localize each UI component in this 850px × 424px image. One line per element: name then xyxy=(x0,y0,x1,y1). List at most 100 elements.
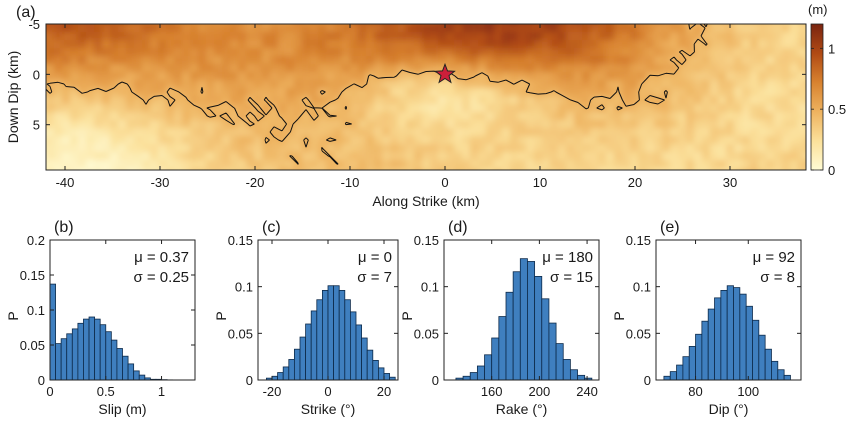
dip-histogram-bar xyxy=(682,356,690,381)
slip-histogram-bar xyxy=(122,355,129,381)
dip-y-tick-label: 0.15 xyxy=(626,233,651,248)
slip-histogram-bar xyxy=(60,338,68,381)
dip-histogram-bar xyxy=(771,360,779,381)
slip-y-tick-label: 0.15 xyxy=(20,268,45,283)
dip-histogram-bar xyxy=(764,348,772,381)
slip-y-tick-label: 0.1 xyxy=(27,303,45,318)
slip-map-x-tick-label: 0 xyxy=(441,175,448,190)
slip-histogram-bar xyxy=(88,316,96,381)
strike-histogram-bar xyxy=(333,285,340,381)
dip-mean-label: μ = 92 xyxy=(753,249,795,266)
slip-map-x-tick-label: -40 xyxy=(56,175,75,190)
dip-histogram-panel: 80 100 0 0.05 0.1 0.15 (e) μ = 92 σ = 8 Dip (°) P xyxy=(611,219,802,417)
strike-histogram-bar xyxy=(321,289,329,381)
slip-map-x-ticks: -40 -30 -20 -10 0 10 20 30 xyxy=(56,24,737,190)
rake-histogram-bar xyxy=(555,343,564,381)
panel-e-label: (e) xyxy=(660,219,680,236)
hypocenter-star-icon xyxy=(434,62,456,84)
rake-histogram-bar xyxy=(476,365,485,381)
dip-x-axis-label: Dip (°) xyxy=(709,401,749,417)
strike-histogram-panel: -20 0 20 0 0.05 0.1 0.15 (c) μ = 0 σ = 7 Strike (°… xyxy=(213,219,399,417)
strike-histogram-bar xyxy=(271,375,278,381)
rake-histogram-bar xyxy=(491,337,500,381)
dip-histogram-bar xyxy=(739,293,747,381)
slip-histogram-bar xyxy=(94,318,101,381)
panel-b-label: (b) xyxy=(54,219,74,236)
slip-histogram-bar xyxy=(99,324,107,381)
slip-x-tick-label: 1 xyxy=(158,384,165,399)
slip-x-axis-label: Slip (m) xyxy=(98,401,146,417)
strike-histogram-bar xyxy=(377,367,385,381)
dip-histogram-bar xyxy=(688,345,696,381)
dip-histogram-bar xyxy=(777,369,785,381)
strike-mean-label: μ = 0 xyxy=(358,249,392,266)
dip-y-tick-label: 0.05 xyxy=(626,326,651,341)
strike-histogram-bar xyxy=(310,310,318,381)
rake-histogram-bar xyxy=(548,322,557,381)
strike-y-tick-label: 0 xyxy=(246,373,253,388)
rake-histogram-frame xyxy=(443,239,600,381)
slip-heatmap xyxy=(46,24,806,170)
dip-histogram-bar xyxy=(752,319,760,381)
rake-histogram-bar xyxy=(505,291,514,381)
strike-x-axis-label: Strike (°) xyxy=(301,401,356,417)
strike-histogram-bars xyxy=(265,285,396,381)
strike-y-tick-label: 0.15 xyxy=(228,233,253,248)
strike-y-tick-label: 0.1 xyxy=(235,280,253,295)
strike-histogram-bar xyxy=(361,337,368,381)
slip-histogram-bar xyxy=(66,333,73,381)
dip-histogram-bar xyxy=(726,285,734,381)
slip-map-x-axis-label: Along Strike (km) xyxy=(372,193,479,209)
panel-c-label: (c) xyxy=(262,219,281,236)
slip-map-panel: -40 -30 -20 -10 0 10 20 30 -5 0 5 (a) Along Strik… xyxy=(5,4,807,209)
colorbar-unit: (m) xyxy=(808,2,828,17)
rake-histogram-bar xyxy=(498,316,507,381)
strike-y-tick-label: 0.05 xyxy=(228,326,253,341)
slip-map-x-tick-label: -20 xyxy=(246,175,265,190)
slip-map-y-ticks: -5 0 5 xyxy=(28,17,806,133)
colorbar-tick-label: 0.5 xyxy=(828,102,846,117)
slip-map-y-axis-label: Down Dip (km) xyxy=(5,51,21,144)
rake-x-tick-label: 240 xyxy=(576,384,598,399)
slip-map-y-tick-label: 5 xyxy=(33,118,40,133)
dip-histogram-bar xyxy=(720,289,728,381)
dip-histogram-bar xyxy=(745,305,753,381)
slip-y-axis-label: P xyxy=(5,311,21,320)
slip-map-x-tick-label: -30 xyxy=(151,175,170,190)
slip-histogram-bar xyxy=(116,348,123,381)
rake-histogram-bar xyxy=(484,354,493,381)
rake-y-tick-label: 0.05 xyxy=(414,326,439,341)
rake-histogram-bar xyxy=(577,374,586,381)
dip-histogram-bar xyxy=(783,374,791,381)
strike-histogram-bar xyxy=(305,323,312,381)
slip-map-x-tick-label: 10 xyxy=(533,175,547,190)
strike-histogram-bar xyxy=(355,324,362,381)
rake-y-tick-label: 0 xyxy=(432,373,439,388)
colorbar: (m) 00.51 xyxy=(808,2,846,178)
slip-histogram-bar xyxy=(49,283,56,381)
strike-histogram-bar xyxy=(282,366,290,381)
slip-histogram-bar xyxy=(127,363,135,381)
rake-x-axis-label: Rake (°) xyxy=(496,401,548,417)
strike-histogram-bar xyxy=(372,359,379,381)
rake-x-tick-label: 200 xyxy=(529,384,551,399)
dip-sigma-label: σ = 8 xyxy=(760,269,795,286)
rake-x-tick-label: 160 xyxy=(481,384,503,399)
rake-histogram-panel: 160 200 240 0 0.05 0.1 0.15 (d) μ = 180 σ = 15 Rak… xyxy=(399,219,600,417)
rake-y-axis-label: P xyxy=(399,311,415,320)
rake-histogram-bar xyxy=(569,369,578,381)
rake-histogram-bar xyxy=(534,275,543,381)
strike-histogram-bar xyxy=(288,359,295,381)
slip-sigma-label: σ = 0.25 xyxy=(133,269,189,286)
slip-x-tick-label: 0 xyxy=(46,384,53,399)
dip-histogram-bar xyxy=(758,334,766,381)
strike-histogram-bar xyxy=(338,289,346,381)
rake-histogram-bar xyxy=(527,261,536,381)
slip-map-x-tick-label: 30 xyxy=(723,175,737,190)
strike-y-axis-label: P xyxy=(213,311,229,320)
slip-histogram-panel: 0 0.5 1 0 0.05 0.1 0.15 0.2 (b) μ = 0.37 σ = 0.25 S… xyxy=(5,219,196,417)
dip-x-tick-label: 80 xyxy=(688,384,702,399)
strike-histogram-bar xyxy=(327,285,334,381)
strike-sigma-label: σ = 7 xyxy=(357,269,392,286)
